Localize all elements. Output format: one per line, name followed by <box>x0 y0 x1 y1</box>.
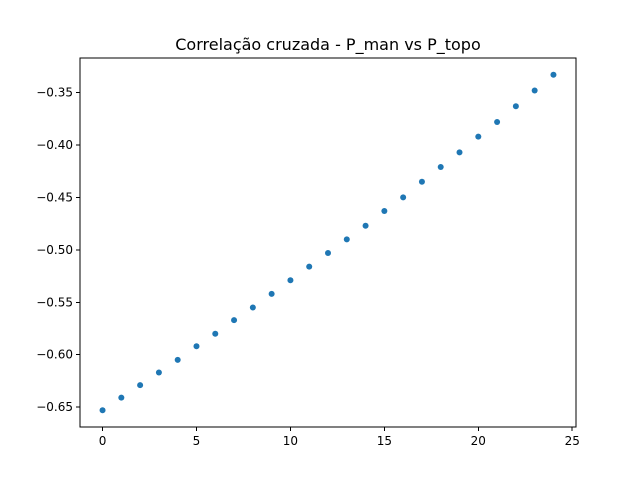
data-point <box>325 249 331 256</box>
x-axis: 0 5 10 15 20 25 <box>99 427 580 448</box>
data-point <box>437 164 444 171</box>
data-point <box>400 194 407 201</box>
y-tick-label: −0.50 <box>36 243 73 257</box>
data-point <box>306 263 313 270</box>
y-tick-label: −0.65 <box>36 400 73 414</box>
x-tick-label: 5 <box>193 434 201 448</box>
data-point <box>381 208 388 215</box>
data-point <box>212 330 219 337</box>
data-point <box>99 407 106 414</box>
chart-title: Correlação cruzada - P_man vs P_topo <box>175 35 481 55</box>
data-point <box>494 118 501 125</box>
data-point <box>193 343 200 350</box>
y-tick-label: −0.45 <box>36 190 73 204</box>
data-point <box>418 178 425 185</box>
x-tick-label: 10 <box>283 434 298 448</box>
data-point <box>512 103 519 110</box>
data-point <box>550 71 557 78</box>
data-point <box>456 149 463 156</box>
data-points <box>99 71 557 414</box>
data-point <box>287 277 294 284</box>
data-point <box>362 222 369 229</box>
data-point <box>531 87 538 94</box>
data-point <box>231 317 238 324</box>
x-tick-label: 20 <box>471 434 486 448</box>
x-tick-label: 15 <box>377 434 392 448</box>
plot-frame <box>79 57 577 428</box>
data-point <box>155 369 162 376</box>
y-tick-label: −0.35 <box>36 86 73 100</box>
data-point <box>118 394 125 401</box>
data-point <box>137 382 144 389</box>
y-tick-label: −0.60 <box>36 348 73 362</box>
y-tick-label: −0.40 <box>36 138 73 152</box>
data-point <box>174 356 181 363</box>
data-point <box>268 290 275 297</box>
data-point <box>343 236 350 243</box>
x-tick-label: 0 <box>99 434 107 448</box>
y-tick-label: −0.55 <box>36 295 73 309</box>
data-point <box>475 133 482 140</box>
data-point <box>249 304 256 311</box>
x-tick-label: 25 <box>565 434 580 448</box>
y-axis: −0.65 −0.60 −0.55 −0.50 −0.45 −0.40 −0.35 <box>36 86 80 414</box>
